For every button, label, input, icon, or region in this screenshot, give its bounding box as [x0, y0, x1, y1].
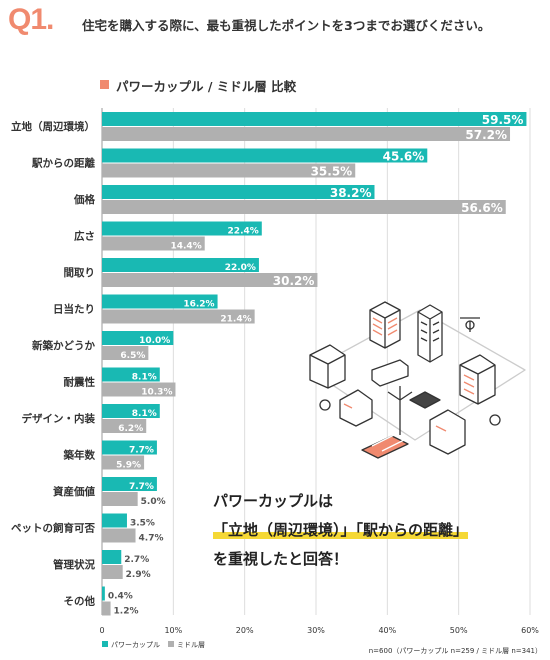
bar-power-couple — [102, 112, 527, 126]
value-label-middle: 5.0% — [141, 497, 166, 507]
bar-middle — [102, 236, 205, 251]
bar-power-couple — [102, 440, 157, 455]
value-label-power-couple: 3.5% — [130, 519, 155, 529]
x-tick-label: 60% — [521, 626, 539, 635]
bar-power-couple — [102, 258, 259, 272]
value-label-middle: 2.9% — [126, 570, 151, 580]
category-label: 日当たり — [53, 303, 95, 316]
legend-swatch-middle — [168, 641, 174, 647]
callout-highlight-location: 「立地（周辺環境）」 — [213, 521, 356, 539]
x-tick-label: 0 — [99, 626, 104, 635]
sample-size-note: n=600（パワーカップル n=259 / ミドル層 n=341） — [368, 647, 542, 655]
value-label-middle: 30.2% — [273, 274, 315, 288]
value-label-middle: 1.2% — [114, 607, 139, 617]
bar-middle — [102, 382, 176, 397]
value-label-middle: 56.6% — [461, 201, 503, 215]
value-label-middle: 35.5% — [311, 165, 353, 179]
value-label-power-couple: 16.2% — [183, 300, 214, 310]
bar-power-couple — [102, 148, 428, 163]
category-label: ペットの飼育可否 — [11, 522, 95, 535]
x-tick-label: 40% — [378, 626, 396, 635]
bar-power-couple — [102, 477, 157, 491]
category-label: 耐震性 — [64, 376, 96, 389]
bar-middle — [102, 309, 255, 324]
value-label-middle: 14.4% — [170, 242, 201, 252]
bar-middle — [102, 419, 147, 433]
value-label-middle: 5.9% — [116, 461, 141, 471]
category-label: 立地（周辺環境） — [11, 120, 95, 133]
legend-title-marker — [100, 80, 109, 89]
value-label-power-couple: 8.1% — [132, 373, 157, 383]
value-label-power-couple: 8.1% — [132, 409, 157, 419]
question-number: Q1. — [8, 3, 54, 36]
category-label: 管理状況 — [53, 558, 95, 571]
value-label-power-couple: 7.7% — [129, 482, 154, 492]
bar-middle — [102, 601, 111, 616]
value-label-power-couple: 0.4% — [108, 592, 133, 602]
bar-power-couple — [102, 404, 160, 418]
bar-middle — [102, 346, 149, 360]
category-label: 広さ — [74, 230, 95, 243]
category-label: デザイン・内装 — [22, 412, 96, 425]
category-label: 価格 — [73, 193, 95, 206]
callout-text: パワーカップルは 「立地（周辺環境）」「駅からの距離」 を重視したと回答！ — [213, 487, 469, 574]
value-label-middle: 6.2% — [118, 424, 143, 434]
bar-power-couple — [102, 586, 105, 601]
value-label-power-couple: 38.2% — [330, 186, 372, 200]
value-label-power-couple: 45.6% — [383, 150, 425, 164]
callout-line-1: パワーカップルは — [213, 492, 334, 510]
legend-label-power-couple: パワーカップル — [111, 641, 160, 649]
category-label: 間取り — [64, 267, 96, 279]
bar-power-couple — [102, 367, 160, 382]
value-label-middle: 10.3% — [141, 388, 172, 398]
bar-power-couple — [102, 294, 218, 309]
value-label-power-couple: 7.7% — [129, 446, 154, 456]
value-label-power-couple: 59.5% — [482, 113, 524, 127]
bar-middle — [102, 528, 136, 543]
legend-swatch-power-couple — [102, 641, 108, 647]
category-label: その他 — [64, 595, 96, 608]
bar-middle — [102, 200, 506, 214]
value-label-power-couple: 2.7% — [124, 555, 149, 565]
bar-power-couple — [102, 221, 262, 236]
city-illustration — [309, 301, 526, 459]
category-label: 築年数 — [63, 449, 96, 462]
callout-highlight-station: 「駅からの距離」 — [355, 521, 469, 539]
value-label-power-couple: 22.0% — [225, 263, 256, 273]
category-label: 駅からの距離 — [32, 157, 95, 170]
bar-power-couple — [102, 550, 122, 564]
value-label-middle: 57.2% — [465, 128, 507, 142]
callout-line-2: 「立地（周辺環境）」「駅からの距離」 — [213, 516, 469, 545]
value-label-middle: 4.7% — [139, 534, 164, 544]
bar-middle — [102, 163, 356, 178]
x-tick-label: 50% — [450, 626, 468, 635]
x-tick-label: 30% — [307, 626, 325, 635]
bar-middle — [102, 492, 138, 506]
callout-line-3: を重視したと回答！ — [213, 550, 349, 568]
value-label-power-couple: 10.0% — [139, 336, 170, 346]
bar-middle — [102, 127, 511, 141]
bar-middle — [102, 455, 145, 470]
bar-middle — [102, 565, 123, 579]
category-label: 資産価値 — [53, 485, 95, 498]
chart-legend-title: パワーカップル / ミドル層 比較 — [116, 79, 297, 94]
bar-power-couple — [102, 185, 375, 199]
x-tick-label: 10% — [164, 626, 182, 635]
category-label: 新築かどうか — [32, 339, 95, 352]
bar-middle — [102, 273, 318, 287]
bar-power-couple — [102, 513, 127, 528]
value-label-power-couple: 22.4% — [228, 227, 259, 237]
bar-power-couple — [102, 331, 174, 345]
x-tick-label: 20% — [236, 626, 254, 635]
legend-label-middle: ミドル層 — [177, 641, 205, 649]
question-text: 住宅を購入する際に、最も重視したポイントを3つまでお選びください。 — [82, 18, 491, 33]
value-label-middle: 21.4% — [220, 315, 251, 325]
value-label-middle: 6.5% — [120, 351, 145, 361]
